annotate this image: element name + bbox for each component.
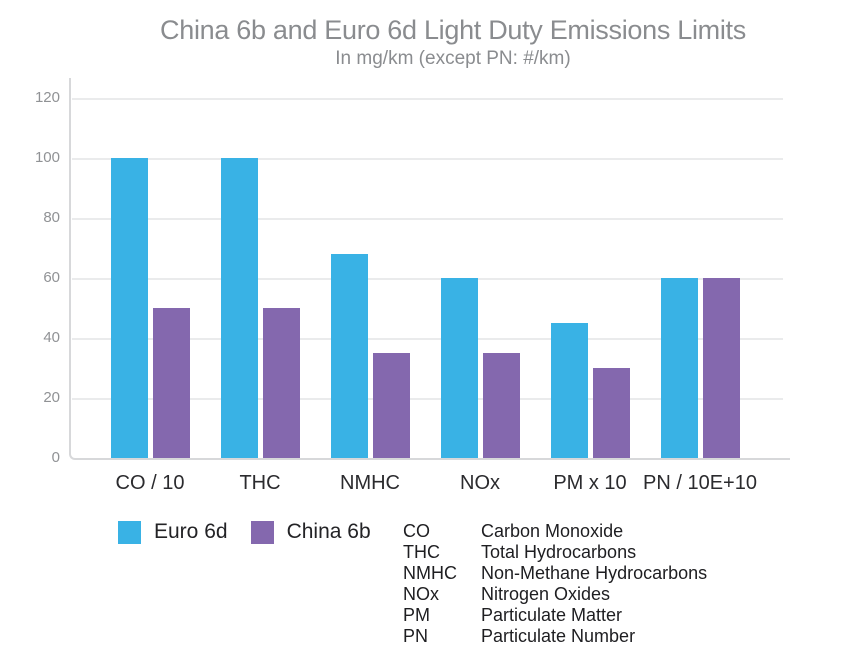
legend-item-euro-6d: Euro 6d (118, 520, 228, 544)
x-axis-label: NMHC (340, 472, 400, 494)
bar-euro-6d (440, 278, 478, 458)
y-axis-tick-label: 80 (43, 209, 60, 226)
gridline (72, 398, 783, 400)
y-axis-tick-label: 60 (43, 269, 60, 286)
x-axis-label: CO / 10 (115, 472, 185, 494)
bar-group: PM x 10 (535, 98, 645, 494)
bar-group: CO / 10 (95, 98, 205, 494)
gridlines (72, 98, 783, 458)
x-axis-label: THC (239, 472, 281, 494)
abbreviation-key: CO Carbon Monoxide THC Total Hydrocarbons NM… (403, 521, 707, 647)
y-axis-tick-label: 100 (34, 149, 60, 166)
key-definition: Non-Methane Hydrocarbons (481, 563, 708, 583)
key-row: PM Particulate Matter (403, 605, 707, 626)
y-axis-tick-labels: 0 20 40 60 80 100 120 (0, 89, 60, 466)
key-definition: Total Hydrocarbons (481, 542, 637, 562)
x-axis-label: PM x 10 (553, 472, 627, 494)
legend-swatch (118, 520, 141, 544)
key-abbreviation: NMHC (403, 563, 457, 583)
axis-frame (69, 78, 790, 460)
key-definition: Particulate Number (481, 626, 636, 646)
gridline (72, 338, 783, 340)
legend-swatch (250, 520, 274, 544)
key-row: THC Total Hydrocarbons (403, 542, 707, 563)
key-row: CO Carbon Monoxide (403, 521, 707, 542)
bar-china-6b (372, 353, 410, 458)
bar-china-6b (482, 353, 520, 458)
key-abbreviation: PM (403, 605, 430, 625)
key-definition: Carbon Monoxide (481, 521, 624, 541)
key-row: NMHC Non-Methane Hydrocarbons (403, 563, 707, 584)
x-axis-label: PN / 10E+10 (643, 472, 757, 494)
bar-group: NOx (425, 98, 535, 494)
y-axis-tick-label: 120 (34, 89, 60, 106)
legend-item-china-6b: China 6b (250, 520, 371, 544)
chart-subtitle: In mg/km (except PN: #/km) (335, 48, 571, 69)
gridline (72, 218, 783, 220)
key-abbreviation: THC (403, 542, 440, 562)
gridline (72, 278, 783, 280)
chart-title: China 6b and Euro 6d Light Duty Emission… (160, 15, 746, 45)
bar-china-6b (592, 368, 630, 458)
y-axis-tick-label: 40 (43, 329, 60, 346)
key-abbreviation: NOx (403, 584, 439, 604)
bar-euro-6d (660, 278, 698, 458)
bar-china-6b (152, 308, 190, 458)
bar-china-6b (262, 308, 300, 458)
legend-label: Euro 6d (154, 520, 228, 543)
y-axis-tick-label: 0 (51, 449, 60, 466)
bar-euro-6d (110, 158, 148, 458)
y-axis-tick-label: 20 (43, 389, 60, 406)
bar-group: NMHC (315, 98, 425, 494)
gridline (72, 98, 783, 100)
bar-euro-6d (330, 254, 368, 458)
key-definition: Nitrogen Oxides (481, 584, 611, 604)
key-abbreviation: CO (403, 521, 430, 541)
x-axis-label: NOx (460, 472, 500, 494)
bar-group: PN / 10E+10 (643, 98, 757, 494)
legend: Euro 6d China 6b (118, 520, 371, 544)
key-abbreviation: PN (403, 626, 429, 646)
bar-euro-6d (550, 323, 588, 458)
bar-euro-6d (220, 158, 258, 458)
key-row: NOx Nitrogen Oxides (403, 584, 707, 605)
plot-area: CO / 10 THC NMHC NOx PM x 10 PN / 10E+10 (69, 98, 788, 494)
bar-group: THC (205, 98, 315, 494)
key-definition: Particulate Matter (481, 605, 623, 625)
legend-label: China 6b (286, 520, 371, 543)
gridline (72, 158, 783, 160)
key-row: PN Particulate Number (403, 626, 707, 647)
bar-china-6b (702, 278, 740, 458)
